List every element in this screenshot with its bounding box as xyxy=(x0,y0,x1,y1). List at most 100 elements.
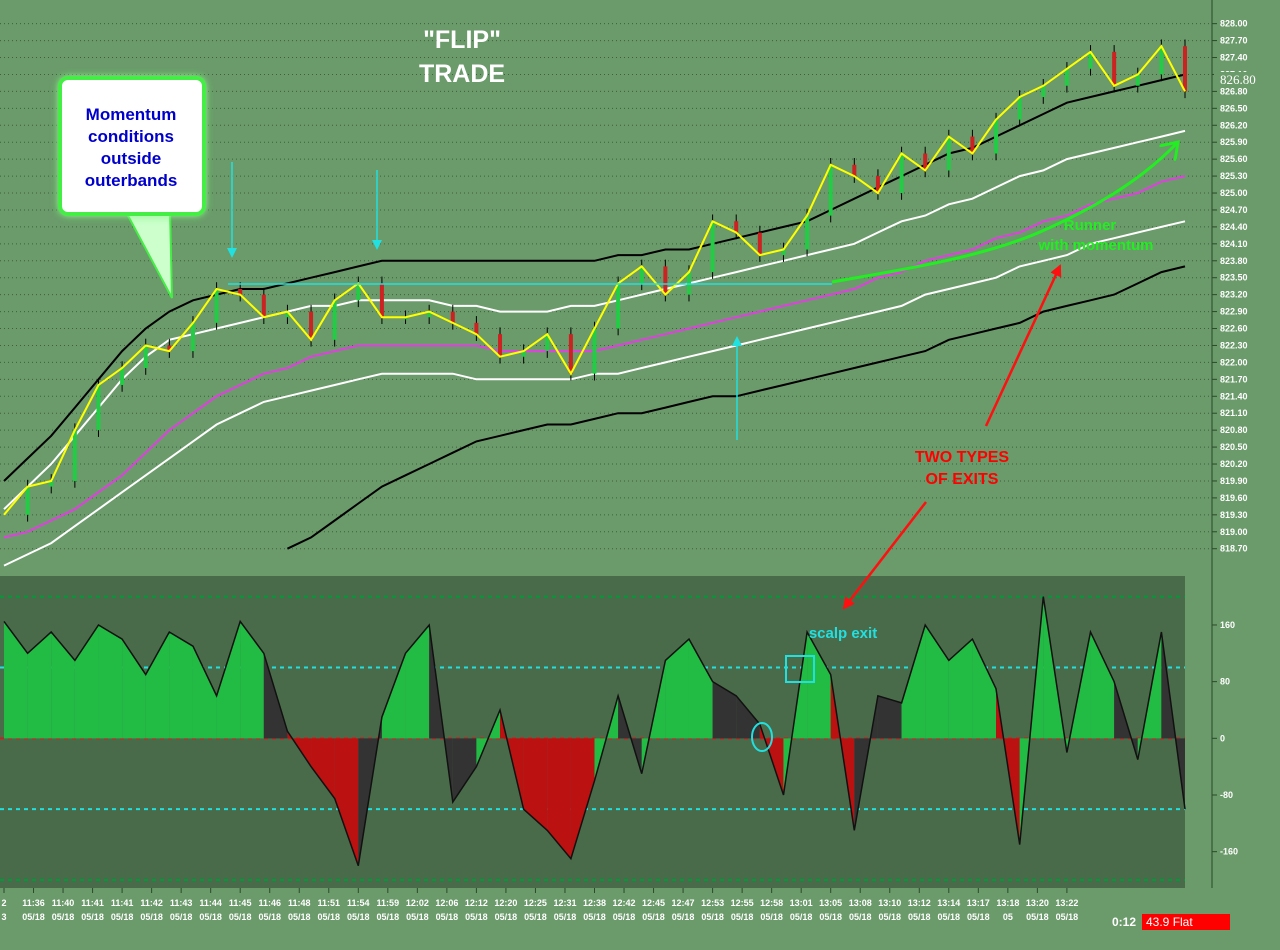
price-tick-label: 823.20 xyxy=(1220,290,1248,300)
time-tick-label: 12:53 xyxy=(701,898,724,908)
title-line-2: TRADE xyxy=(419,60,505,88)
oscillator-tick-label: 80 xyxy=(1220,677,1230,687)
price-bar-body xyxy=(1017,97,1022,120)
price-bar-body xyxy=(1112,51,1117,86)
date-tick-label: 05/18 xyxy=(790,912,813,922)
exit-arrow-scalp xyxy=(842,501,927,610)
price-tick-label: 822.30 xyxy=(1220,340,1248,350)
price-bar-body xyxy=(167,345,172,352)
price-bar-body xyxy=(923,153,928,171)
date-tick-label: 3 xyxy=(1,912,6,922)
price-bar-body xyxy=(1159,46,1164,75)
date-tick-label: 05/18 xyxy=(613,912,636,922)
chart-title: "FLIP" TRADE xyxy=(419,26,505,88)
status-clock: 0:12 xyxy=(1112,915,1136,929)
oscillator-tick-label: -160 xyxy=(1220,847,1238,857)
date-tick-label: 05/18 xyxy=(111,912,134,922)
price-axis-ticks: 828.00827.70827.40827.10826.80826.50826.… xyxy=(1212,19,1248,554)
price-bar-body xyxy=(875,176,880,194)
status-readout-box xyxy=(1142,914,1230,930)
date-tick-label: 05/18 xyxy=(140,912,163,922)
price-bar-body xyxy=(474,322,479,335)
date-tick-label: 05/18 xyxy=(229,912,252,922)
price-tick-label: 826.20 xyxy=(1220,120,1248,130)
price-bar-body xyxy=(1064,68,1069,86)
price-bar-body xyxy=(734,221,739,233)
time-tick-label: 12:12 xyxy=(465,898,488,908)
time-tick-label: 11:54 xyxy=(347,898,370,908)
time-tick-label: 11:44 xyxy=(199,898,222,908)
price-bar-body xyxy=(639,266,644,284)
status-readout: 43.9 Flat xyxy=(1146,915,1193,929)
last-price-label: 826.80 xyxy=(1220,72,1256,87)
price-bar-body xyxy=(616,283,621,329)
callout-line-1: Momentum xyxy=(86,105,177,124)
oscillator-segment xyxy=(1090,632,1115,739)
time-tick-label: 13:05 xyxy=(819,898,842,908)
title-line-1: "FLIP" xyxy=(423,26,501,54)
price-bar-body xyxy=(120,368,125,385)
oscillator-segment xyxy=(901,624,926,739)
time-tick-label: 12:38 xyxy=(583,898,606,908)
oscillator-tick-label: 0 xyxy=(1220,733,1225,743)
runner-curve xyxy=(831,142,1178,284)
time-tick-label: 12:45 xyxy=(642,898,665,908)
price-tick-label: 822.60 xyxy=(1220,324,1248,334)
price-bar-body xyxy=(805,215,810,250)
entry-arrows xyxy=(227,162,832,440)
price-bar-body xyxy=(356,283,361,301)
date-tick-label: 05/18 xyxy=(347,912,370,922)
price-tick-label: 822.00 xyxy=(1220,357,1248,367)
price-bar-body xyxy=(143,345,148,369)
scalp-exit-label: scalp exit xyxy=(809,625,877,642)
price-bar-body xyxy=(190,322,195,352)
price-tick-label: 818.70 xyxy=(1220,544,1248,554)
oscillator-segment xyxy=(665,639,689,739)
time-tick-label: 11:46 xyxy=(258,898,281,908)
price-bar-body xyxy=(545,334,550,352)
price-line xyxy=(3,44,1186,516)
runner-line-1: Runner xyxy=(1064,217,1117,234)
date-tick-label: 05/18 xyxy=(465,912,488,922)
time-axis: 2 3 11:36 05/18 11:40 05/18 11:41 05/18 11:41 05/… xyxy=(1,888,1078,922)
oscillator-segment xyxy=(452,738,477,803)
date-tick-label: 05/18 xyxy=(967,912,990,922)
time-tick-label: 11:48 xyxy=(288,898,311,908)
exits-line-2: OF EXITS xyxy=(926,471,999,488)
time-tick-label: 2 xyxy=(1,898,6,908)
oscillator-segment xyxy=(381,653,406,739)
price-bar-body xyxy=(49,480,54,487)
price-tick-label: 820.80 xyxy=(1220,425,1248,435)
price-tick-label: 819.00 xyxy=(1220,527,1248,537)
price-bar-body xyxy=(757,232,762,256)
time-tick-label: 12:42 xyxy=(613,898,636,908)
date-tick-label: 05/18 xyxy=(170,912,193,922)
date-tick-label: 05/18 xyxy=(554,912,577,922)
time-tick-label: 11:51 xyxy=(318,898,341,908)
price-bar-body xyxy=(427,311,432,318)
time-tick-label: 12:55 xyxy=(731,898,754,908)
oscillator-segment xyxy=(145,632,170,739)
date-tick-label: 05/18 xyxy=(908,912,931,922)
oscillator-panel: 160 80 0 -80 -160 xyxy=(0,576,1238,888)
lower-outer-band-line xyxy=(286,265,1186,550)
oscillator-line xyxy=(3,596,1186,867)
date-tick-label: 05/18 xyxy=(22,912,45,922)
date-tick-label: 05/18 xyxy=(1026,912,1049,922)
time-tick-label: 13:20 xyxy=(1026,898,1049,908)
time-tick-label: 13:14 xyxy=(937,898,960,908)
time-tick-label: 11:42 xyxy=(140,898,163,908)
price-bar-body xyxy=(332,300,337,340)
oscillator-segment xyxy=(169,632,193,739)
price-tick-label: 823.80 xyxy=(1220,256,1248,266)
price-tick-label: 825.30 xyxy=(1220,171,1248,181)
time-tick-label: 11:41 xyxy=(81,898,104,908)
date-tick-label: 05/18 xyxy=(406,912,429,922)
date-tick-label: 05/18 xyxy=(377,912,400,922)
date-tick-label: 05/18 xyxy=(938,912,961,922)
signal-circle xyxy=(751,722,773,752)
price-tick-label: 823.50 xyxy=(1220,273,1248,283)
price-tick-label: 824.10 xyxy=(1220,239,1248,249)
price-bar-body xyxy=(828,164,833,216)
